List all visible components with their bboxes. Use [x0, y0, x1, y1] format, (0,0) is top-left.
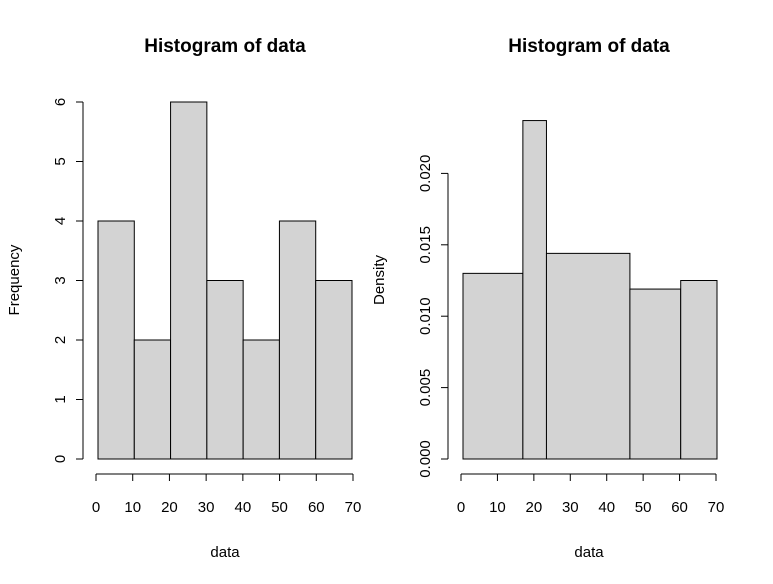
histogram-frequency-panel: Histogram of data data Frequency 0 10 20 30… — [6, 36, 361, 561]
x-tick-label: 10 — [124, 499, 141, 516]
x-tick-label: 0 — [457, 499, 465, 516]
x-tick-label: 10 — [489, 499, 506, 516]
y-tick-label: 0.015 — [417, 226, 434, 264]
x-tick-label: 40 — [598, 499, 615, 516]
bar — [206, 280, 244, 460]
x-tick-label: 20 — [526, 499, 543, 516]
bar — [462, 272, 524, 460]
y-tick-label: 0.010 — [417, 297, 434, 335]
y-tick-label: 0.000 — [417, 440, 434, 478]
x-tick-label: 30 — [198, 499, 215, 516]
bar — [629, 288, 682, 460]
x-tick-label: 50 — [635, 499, 652, 516]
x-tick-label: 50 — [271, 499, 288, 516]
bars — [97, 101, 353, 460]
y-tick-label: 2 — [52, 336, 69, 344]
x-axis: 0 10 20 30 40 50 60 70 — [92, 473, 362, 516]
x-tick-label: 60 — [671, 499, 688, 516]
histogram-density-panel: Histogram of data data Density 0 10 20 30 40… — [371, 36, 724, 561]
y-tick-label: 0.005 — [417, 369, 434, 407]
bar — [133, 339, 172, 460]
x-tick-label: 40 — [235, 499, 252, 516]
y-tick-label: 6 — [52, 98, 69, 106]
chart-title: Histogram of data — [508, 36, 670, 57]
x-tick-label: 60 — [308, 499, 325, 516]
x-tick-label: 70 — [708, 499, 725, 516]
bar — [522, 120, 547, 460]
chart-title: Histogram of data — [144, 36, 306, 57]
y-axis-label: Density — [371, 254, 388, 305]
bar — [170, 101, 208, 460]
y-tick-label: 4 — [52, 217, 69, 225]
bar — [242, 339, 280, 460]
y-tick-label: 0.020 — [417, 155, 434, 193]
x-axis-label: data — [574, 544, 604, 561]
bar — [97, 220, 135, 460]
y-axis: 0.000 0.005 0.010 0.015 0.020 — [417, 155, 449, 478]
x-axis: 0 10 20 30 40 50 60 70 — [457, 473, 725, 516]
x-tick-label: 20 — [161, 499, 178, 516]
y-tick-label: 3 — [52, 276, 69, 284]
x-axis-label: data — [210, 544, 240, 561]
y-tick-label: 5 — [52, 157, 69, 165]
y-tick-label: 1 — [52, 395, 69, 403]
y-axis: 0 1 2 3 4 5 6 — [52, 98, 84, 463]
bar — [680, 280, 718, 460]
bars — [462, 120, 718, 460]
bar — [278, 220, 317, 460]
bar — [315, 280, 353, 460]
x-tick-label: 0 — [92, 499, 100, 516]
y-axis-label: Frequency — [6, 244, 23, 315]
bar — [545, 252, 631, 460]
y-tick-label: 0 — [52, 455, 69, 463]
x-tick-label: 70 — [345, 499, 362, 516]
x-tick-label: 30 — [562, 499, 579, 516]
